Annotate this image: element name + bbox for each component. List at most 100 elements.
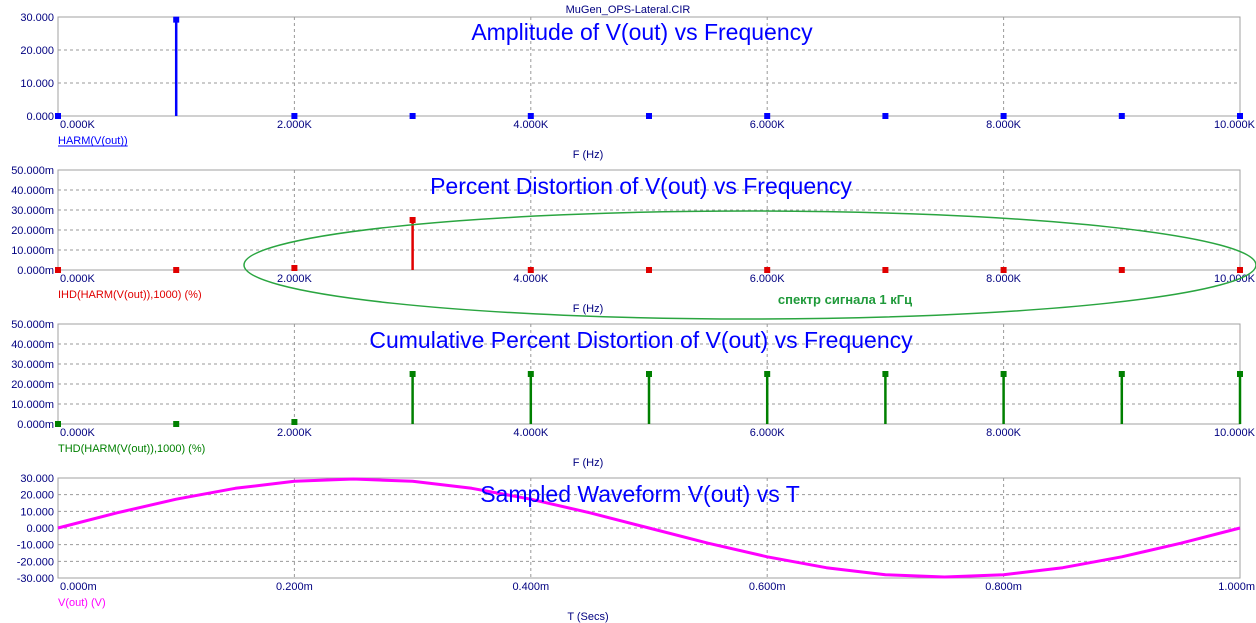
legend-label: V(out) (V) xyxy=(58,597,106,609)
x-tick-label: 0.200m xyxy=(276,581,313,593)
y-tick-label: 10.000m xyxy=(11,245,54,257)
stem-marker xyxy=(646,267,652,273)
stem-marker xyxy=(291,113,298,119)
spectrum-annotation: спектр сигнала 1 кГц xyxy=(778,292,912,307)
panel-title: Cumulative Percent Distortion of V(out) … xyxy=(369,327,913,353)
stem-marker xyxy=(764,113,771,119)
stem-marker xyxy=(1000,267,1007,273)
stem-marker xyxy=(527,113,534,119)
y-tick-label: 40.000m xyxy=(11,339,54,351)
stem-marker xyxy=(55,113,61,119)
window-title: MuGen_OPS-Lateral.CIR xyxy=(566,4,691,16)
y-tick-label: 0.000m xyxy=(17,419,54,431)
y-tick-label: 10.000 xyxy=(20,506,54,518)
x-tick-label: 6.000K xyxy=(750,427,786,439)
x-tick-label: 1.000m xyxy=(1218,581,1255,593)
y-tick-label: 50.000m xyxy=(11,165,54,177)
x-tick-label: 2.000K xyxy=(277,273,313,285)
panel-2: 0.000m 10.000m 20.000m 30.000m 40.000m 50.000… xyxy=(11,165,1255,315)
stem-marker xyxy=(764,371,771,377)
stem-marker xyxy=(646,371,652,377)
x-tick-label: 0.000K xyxy=(60,273,96,285)
legend-label: THD(HARM(V(out)),1000) (%) xyxy=(58,443,205,455)
panel-title: Sampled Waveform V(out) vs T xyxy=(480,481,800,507)
stem-marker xyxy=(527,267,534,273)
stem-marker xyxy=(1000,371,1007,377)
y-tick-label: 30.000m xyxy=(11,205,54,217)
x-tick-label: 0.600m xyxy=(749,581,786,593)
panel-title: Amplitude of V(out) vs Frequency xyxy=(471,19,813,45)
x-tick-label: 8.000K xyxy=(986,119,1022,131)
panel-1: 0.000 10.000 20.000 30.000 0.000K 2.000K 4.000… xyxy=(20,12,1255,161)
y-tick-label: 30.000 xyxy=(20,12,54,24)
y-tick-label: 20.000 xyxy=(20,45,54,57)
x-tick-label: 6.000K xyxy=(750,273,786,285)
x-axis-label: F (Hz) xyxy=(573,149,604,161)
spectrum-highlight-ellipse xyxy=(243,210,1256,320)
stem-marker xyxy=(882,267,889,273)
x-tick-label: 0.000K xyxy=(60,427,96,439)
x-tick-label: 10.000K xyxy=(1214,427,1256,439)
panel-3: 0.000m 10.000m 20.000m 30.000m 40.000m 50.000… xyxy=(11,319,1255,469)
x-tick-label: 2.000K xyxy=(277,119,313,131)
y-tick-label: -20.000 xyxy=(17,556,54,568)
x-tick-label: 4.000K xyxy=(513,119,549,131)
panel-title: Percent Distortion of V(out) vs Frequenc… xyxy=(430,173,852,199)
stem-marker xyxy=(55,267,61,273)
stem-marker xyxy=(527,371,534,377)
stem-marker xyxy=(173,421,180,427)
stem-marker xyxy=(1118,371,1125,377)
stem-marker xyxy=(764,267,771,273)
x-axis-label: F (Hz) xyxy=(573,457,604,469)
stem-marker xyxy=(409,113,416,119)
x-tick-label: 2.000K xyxy=(277,427,313,439)
stem-marker xyxy=(646,113,652,119)
stem-marker xyxy=(1118,267,1125,273)
x-tick-label: 8.000K xyxy=(986,427,1022,439)
x-tick-label: 0.000m xyxy=(60,581,97,593)
y-tick-label: 10.000 xyxy=(20,78,54,90)
panel-4: -30.000 -20.000 -10.000 0.000 10.000 20.000 30… xyxy=(17,473,1255,623)
y-tick-label: 30.000 xyxy=(20,473,54,485)
stem-marker xyxy=(1237,113,1243,119)
stem-marker xyxy=(409,371,416,377)
stem-marker xyxy=(291,419,298,425)
stem-marker xyxy=(1237,267,1243,273)
x-tick-label: 0.000K xyxy=(60,119,96,131)
x-tick-label: 10.000K xyxy=(1214,119,1256,131)
stem-marker xyxy=(1237,371,1243,377)
stem-marker xyxy=(1118,113,1125,119)
x-tick-label: 0.800m xyxy=(985,581,1022,593)
y-tick-label: 20.000m xyxy=(11,225,54,237)
y-tick-label: 20.000 xyxy=(20,490,54,502)
y-tick-label: 30.000m xyxy=(11,359,54,371)
x-tick-label: 0.400m xyxy=(512,581,549,593)
x-tick-label: 6.000K xyxy=(750,119,786,131)
stem-marker xyxy=(55,421,61,427)
y-tick-label: 0.000 xyxy=(26,111,54,123)
y-tick-label: 40.000m xyxy=(11,185,54,197)
y-tick-label: 20.000m xyxy=(11,379,54,391)
stem-marker xyxy=(882,113,889,119)
y-tick-label: 0.000m xyxy=(17,265,54,277)
x-tick-label: 10.000K xyxy=(1214,273,1256,285)
x-axis-label: T (Secs) xyxy=(567,611,608,623)
stem-marker xyxy=(291,265,298,271)
stem-marker xyxy=(173,16,180,23)
stem-marker xyxy=(173,267,180,273)
x-axis-label: F (Hz) xyxy=(573,303,604,315)
x-tick-label: 4.000K xyxy=(513,427,549,439)
y-tick-label: -30.000 xyxy=(17,573,54,585)
stem-marker xyxy=(882,371,889,377)
stem-marker xyxy=(409,217,416,223)
x-tick-label: 4.000K xyxy=(513,273,549,285)
legend-label: HARM(V(out)) xyxy=(58,135,128,147)
y-tick-label: 0.000 xyxy=(26,523,54,535)
x-tick-label: 8.000K xyxy=(986,273,1022,285)
waveform-line xyxy=(57,477,1241,579)
y-tick-label: 10.000m xyxy=(11,399,54,411)
stem-marker xyxy=(1000,113,1007,119)
y-tick-label: -10.000 xyxy=(17,540,54,552)
y-tick-label: 50.000m xyxy=(11,319,54,331)
